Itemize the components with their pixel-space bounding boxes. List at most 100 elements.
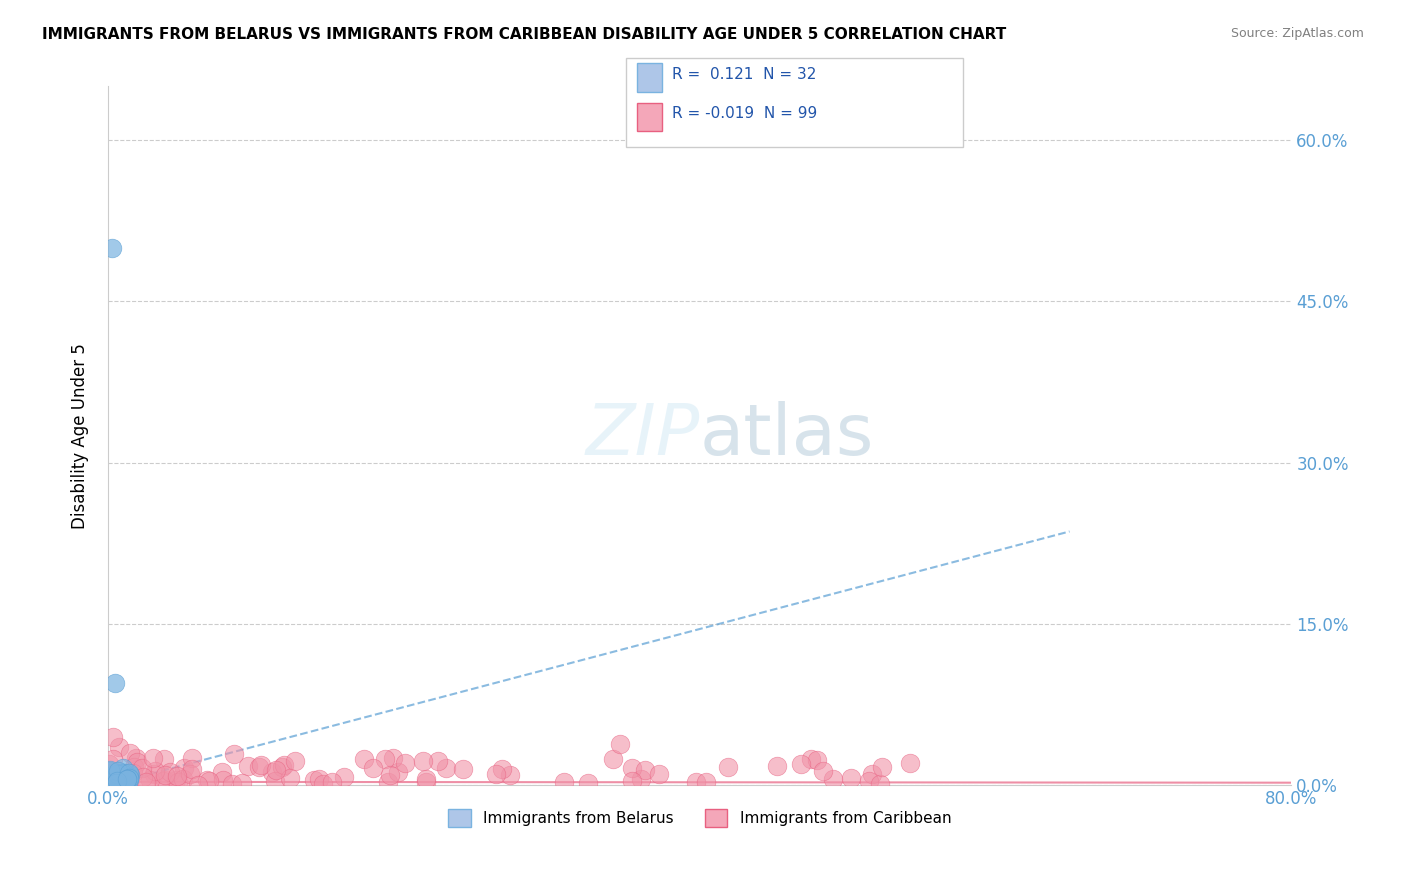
Point [118,766,141,780]
Point [121,766,143,780]
Point [110,765,132,780]
Point [717,760,740,774]
Point [114,772,136,787]
Text: atlas: atlas [700,401,875,470]
Point [634,763,657,777]
Text: ZIP: ZIP [585,401,700,470]
Point [115,771,138,785]
Point [159,765,181,780]
Point [117,772,139,787]
Point [111,761,134,775]
Point [377,775,399,789]
Point [553,775,575,789]
Point [308,772,330,786]
Point [870,759,893,773]
Point [104,676,127,690]
Point [387,765,409,780]
Point [153,773,176,788]
Point [152,752,174,766]
Point [273,758,295,772]
Point [302,772,325,787]
Point [105,767,128,781]
Point [412,754,434,768]
Point [695,775,717,789]
Point [270,759,292,773]
Point [101,776,124,790]
Point [485,766,508,780]
Point [374,751,396,765]
Point [152,774,174,789]
Point [382,751,405,765]
Point [101,776,124,790]
Point [103,767,125,781]
Point [236,758,259,772]
Point [415,772,437,786]
Point [247,759,270,773]
Point [118,772,141,787]
Point [648,767,671,781]
Point [107,772,129,786]
Point [187,778,209,792]
Point [108,740,131,755]
Legend: Immigrants from Belarus, Immigrants from Caribbean: Immigrants from Belarus, Immigrants from… [441,803,957,833]
Point [858,774,880,789]
Point [114,765,136,780]
Point [312,777,335,791]
Point [212,772,235,787]
Text: R = -0.019  N = 99: R = -0.019 N = 99 [672,106,817,120]
Point [451,762,474,776]
Point [115,772,138,786]
Y-axis label: Disability Age Under 5: Disability Age Under 5 [72,343,89,529]
Point [609,737,631,751]
Point [118,771,141,785]
Point [104,777,127,791]
Point [107,764,129,778]
Point [621,761,644,775]
Point [167,774,190,789]
Point [195,773,218,788]
Point [118,746,141,760]
Point [180,751,202,765]
Point [142,751,165,765]
Point [284,755,307,769]
Point [602,752,624,766]
Point [172,772,194,786]
Point [103,776,125,790]
Point [869,777,891,791]
Point [115,772,138,786]
Point [221,777,243,791]
Text: Source: ZipAtlas.com: Source: ZipAtlas.com [1230,27,1364,40]
Text: R =  0.121  N = 32: R = 0.121 N = 32 [672,67,817,81]
Point [143,764,166,778]
Point [250,757,273,772]
Point [118,771,141,785]
Point [166,769,188,783]
Point [114,769,136,783]
Point [860,767,883,781]
Point [765,758,787,772]
Point [104,776,127,790]
Point [173,761,195,775]
Point [118,768,141,782]
Point [363,761,385,775]
Point [839,771,862,785]
Point [101,730,124,744]
Point [108,772,131,787]
Point [98,764,121,778]
Text: IMMIGRANTS FROM BELARUS VS IMMIGRANTS FROM CARIBBEAN DISABILITY AGE UNDER 5 CORR: IMMIGRANTS FROM BELARUS VS IMMIGRANTS FR… [42,27,1007,42]
Point [264,763,287,777]
Point [378,768,401,782]
Point [394,756,416,770]
Point [415,774,437,789]
Point [198,773,221,788]
Point [630,772,652,786]
Point [103,752,125,766]
Point [790,757,813,772]
Point [101,241,124,255]
Point [104,777,127,791]
Point [333,770,356,784]
Point [111,767,134,781]
Point [211,765,233,780]
Point [135,775,157,789]
Point [97,756,120,771]
